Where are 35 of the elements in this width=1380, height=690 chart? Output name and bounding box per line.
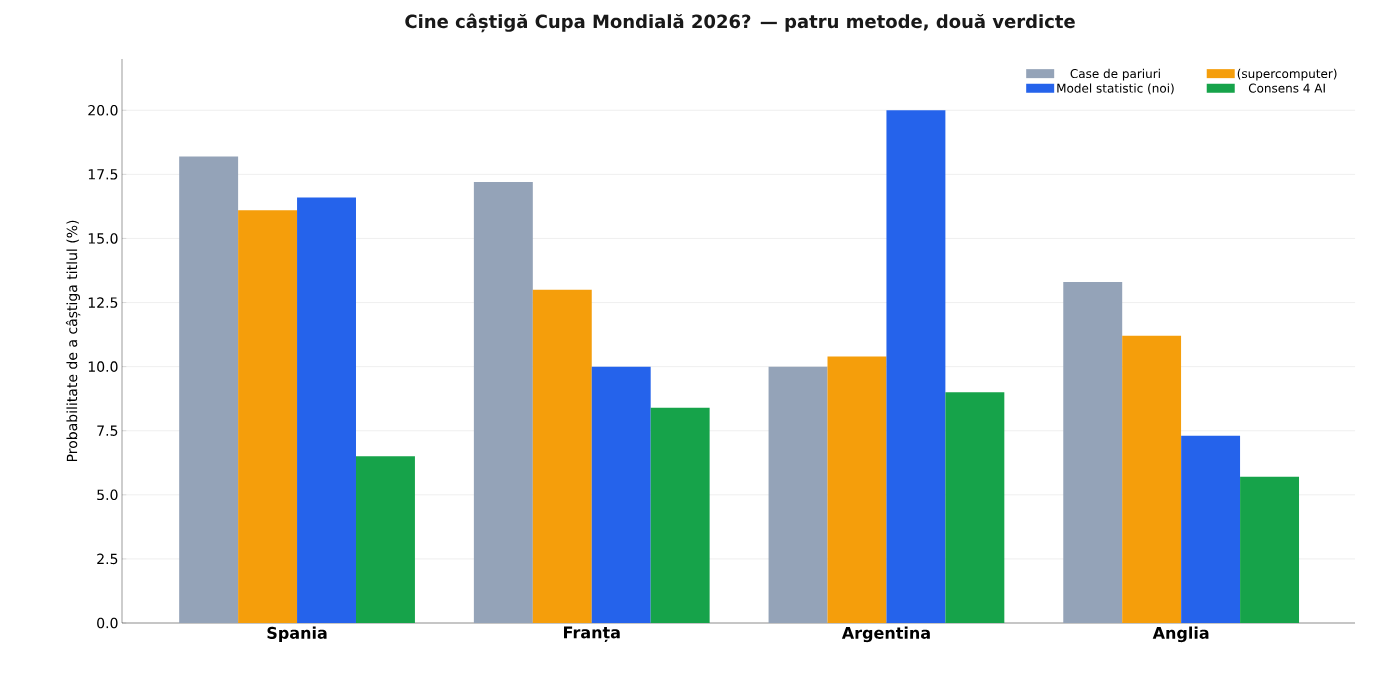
bar (591, 366, 651, 623)
y-tick-label: 20.0 (88, 104, 118, 116)
y-axis-title: Probabilitate de a câștiga titlul (%) (65, 220, 81, 462)
legend-label: Model statistic (noi) (1057, 83, 1174, 95)
x-tick-label: Spania (267, 626, 327, 643)
y-tick-label: 5.0 (97, 489, 118, 501)
bar (355, 456, 415, 623)
bar (886, 110, 946, 623)
y-tick-label: 7.5 (97, 425, 118, 436)
x-tick-label: Argentina (841, 626, 930, 643)
legend-label: Consens 4 AI (1248, 83, 1325, 93)
y-tick-label: 0.0 (97, 617, 118, 629)
bar (532, 289, 592, 623)
x-tick-label: Franța (564, 626, 620, 643)
bar (827, 356, 887, 623)
bar (297, 197, 356, 623)
x-tick-label: Anglia (1152, 626, 1209, 643)
chart-title: Cine câștigă Cupa Mondială 2026? — patru metode, două verdicte (405, 13, 1075, 33)
legend-label: Case de pariuri (1070, 68, 1160, 81)
bar (1181, 435, 1241, 623)
y-tick-label: 12.5 (88, 297, 118, 308)
bar (945, 392, 1005, 623)
bar (1122, 335, 1182, 623)
bar (768, 366, 828, 623)
bar (473, 182, 533, 623)
bar (650, 407, 710, 623)
bar (238, 210, 298, 623)
y-tick-label: 2.5 (97, 553, 118, 565)
legend-label: (supercomputer) (1237, 68, 1337, 81)
y-tick-label: 17.5 (88, 169, 118, 180)
y-tick-label: 15.0 (88, 233, 118, 244)
bar (1240, 476, 1300, 623)
bar (179, 156, 239, 623)
y-tick-label: 10.0 (88, 361, 118, 372)
bar (1063, 282, 1123, 623)
